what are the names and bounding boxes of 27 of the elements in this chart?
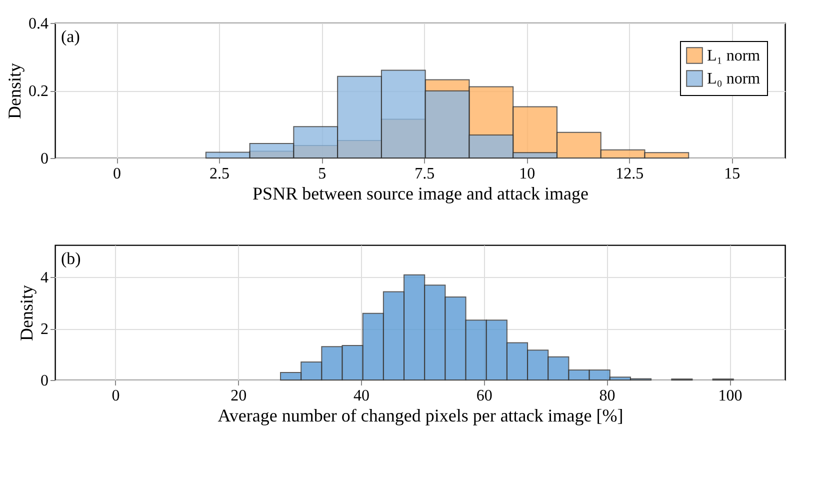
y-tick-label: 2	[40, 321, 48, 338]
x-tick-label: 20	[230, 388, 247, 404]
x-tick-label: 7.5	[414, 166, 435, 182]
x-tick-label: 40	[354, 388, 370, 404]
x-tick-label: 0	[113, 166, 122, 182]
y-tick-label: 0	[40, 150, 48, 168]
x-tick-label: 12.5	[616, 166, 644, 182]
x-axis-title: Average number of changed pixels per attack image [%]	[218, 406, 624, 426]
y-tick-label: 0.2	[28, 83, 48, 100]
y-tick-label: 0.4	[28, 16, 48, 32]
y-axis-title: Density	[16, 285, 36, 341]
x-tick-label: 60	[476, 388, 492, 404]
y-tick-label: 4	[40, 270, 48, 287]
annotation: (b)	[61, 249, 81, 268]
x-tick-label: 100	[718, 388, 742, 404]
y-axis-title: Density	[4, 63, 24, 119]
x-tick-label: 5	[318, 166, 326, 182]
x-tick-label: 15	[724, 166, 740, 182]
x-tick-label: 80	[599, 388, 616, 404]
x-tick-label: 10	[519, 166, 536, 182]
x-tick-label: 2.5	[210, 166, 230, 182]
x-tick-label: 0	[112, 388, 120, 404]
x-axis-title: PSNR between source image and attack image	[252, 184, 588, 204]
annotation: (a)	[61, 27, 80, 46]
legend-label: L₀ norm	[707, 70, 761, 88]
legend-label: L₁ norm	[707, 48, 761, 64]
y-tick-label: 0	[40, 372, 48, 390]
